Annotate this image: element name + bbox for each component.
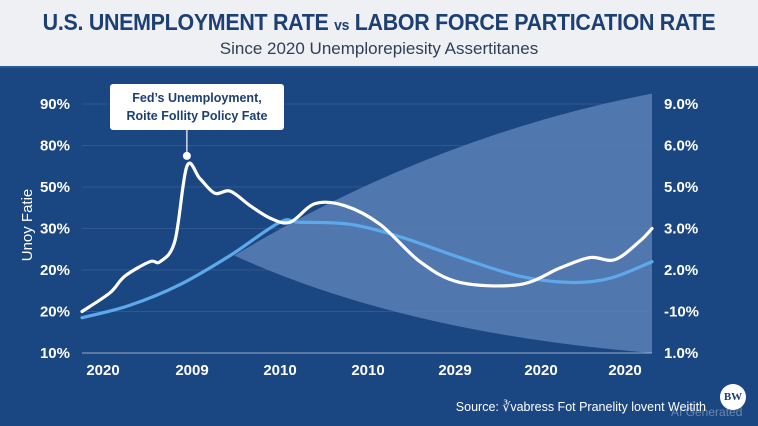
callout-line-2: Roite Follity Policy Fate <box>126 109 268 123</box>
y-right-tick-label: 5.0% <box>664 179 698 196</box>
x-tick-label: 2020 <box>86 362 119 379</box>
title-part-1: U.S. UNEMPLOYMENT RATE <box>42 9 335 35</box>
x-tick-label: 2009 <box>175 362 208 379</box>
y-right-tick-label: 3.0% <box>664 221 698 238</box>
title-part-2: LABOR FORCE PARTICATION RATE <box>349 9 716 35</box>
source-note: Source: ∛vabress Fot Pranelity lovent We… <box>455 400 706 414</box>
y-left-tick-label: 20% <box>40 262 70 279</box>
ai-generated-watermark: AI Generated <box>671 405 743 419</box>
y-left-tick-label: 10% <box>40 345 70 362</box>
chart-subtitle: Since 2020 Unemplorepiesity Assertitanes <box>219 39 539 58</box>
y-right-tick-label: 1.0% <box>664 345 698 362</box>
y-right-tick-label: 9.0% <box>664 96 698 113</box>
y-left-tick-label: 90% <box>40 96 70 113</box>
x-tick-label: 2029 <box>438 362 471 379</box>
x-tick-label: 2010 <box>351 362 384 379</box>
brand-logo: BW <box>720 384 746 410</box>
chart-header: U.S. UNEMPLOYMENT RATE vs LABOR FORCE PA… <box>0 0 758 68</box>
y-left-tick-label: 30% <box>40 221 70 238</box>
chart-title: U.S. UNEMPLOYMENT RATE vs LABOR FORCE PA… <box>27 9 732 36</box>
callout-marker <box>182 151 191 160</box>
y-right-tick-label: 2.0% <box>664 262 698 279</box>
y-left-tick-label: 50% <box>40 179 70 196</box>
unemployment-rate-line <box>80 161 654 314</box>
y-left-tick-label: 80% <box>40 138 70 155</box>
x-tick-label: 2010 <box>263 362 296 379</box>
participation-rate-line <box>80 218 654 320</box>
title-vs: vs <box>334 17 350 34</box>
y-axis-label: Unoy Fatie <box>19 189 36 262</box>
x-tick-label: 2020 <box>524 362 557 379</box>
y-right-tick-label: -10% <box>664 304 699 321</box>
x-tick-label: 2020 <box>608 362 641 379</box>
callout-line-1: Fed’s Unemployment, <box>132 91 262 105</box>
projection-band <box>234 93 652 353</box>
y-right-tick-label: 6.0% <box>664 138 698 155</box>
y-left-tick-label: 20% <box>40 304 70 321</box>
annotation-callout: Fed’s Unemployment, Roite Follity Policy… <box>110 84 284 130</box>
